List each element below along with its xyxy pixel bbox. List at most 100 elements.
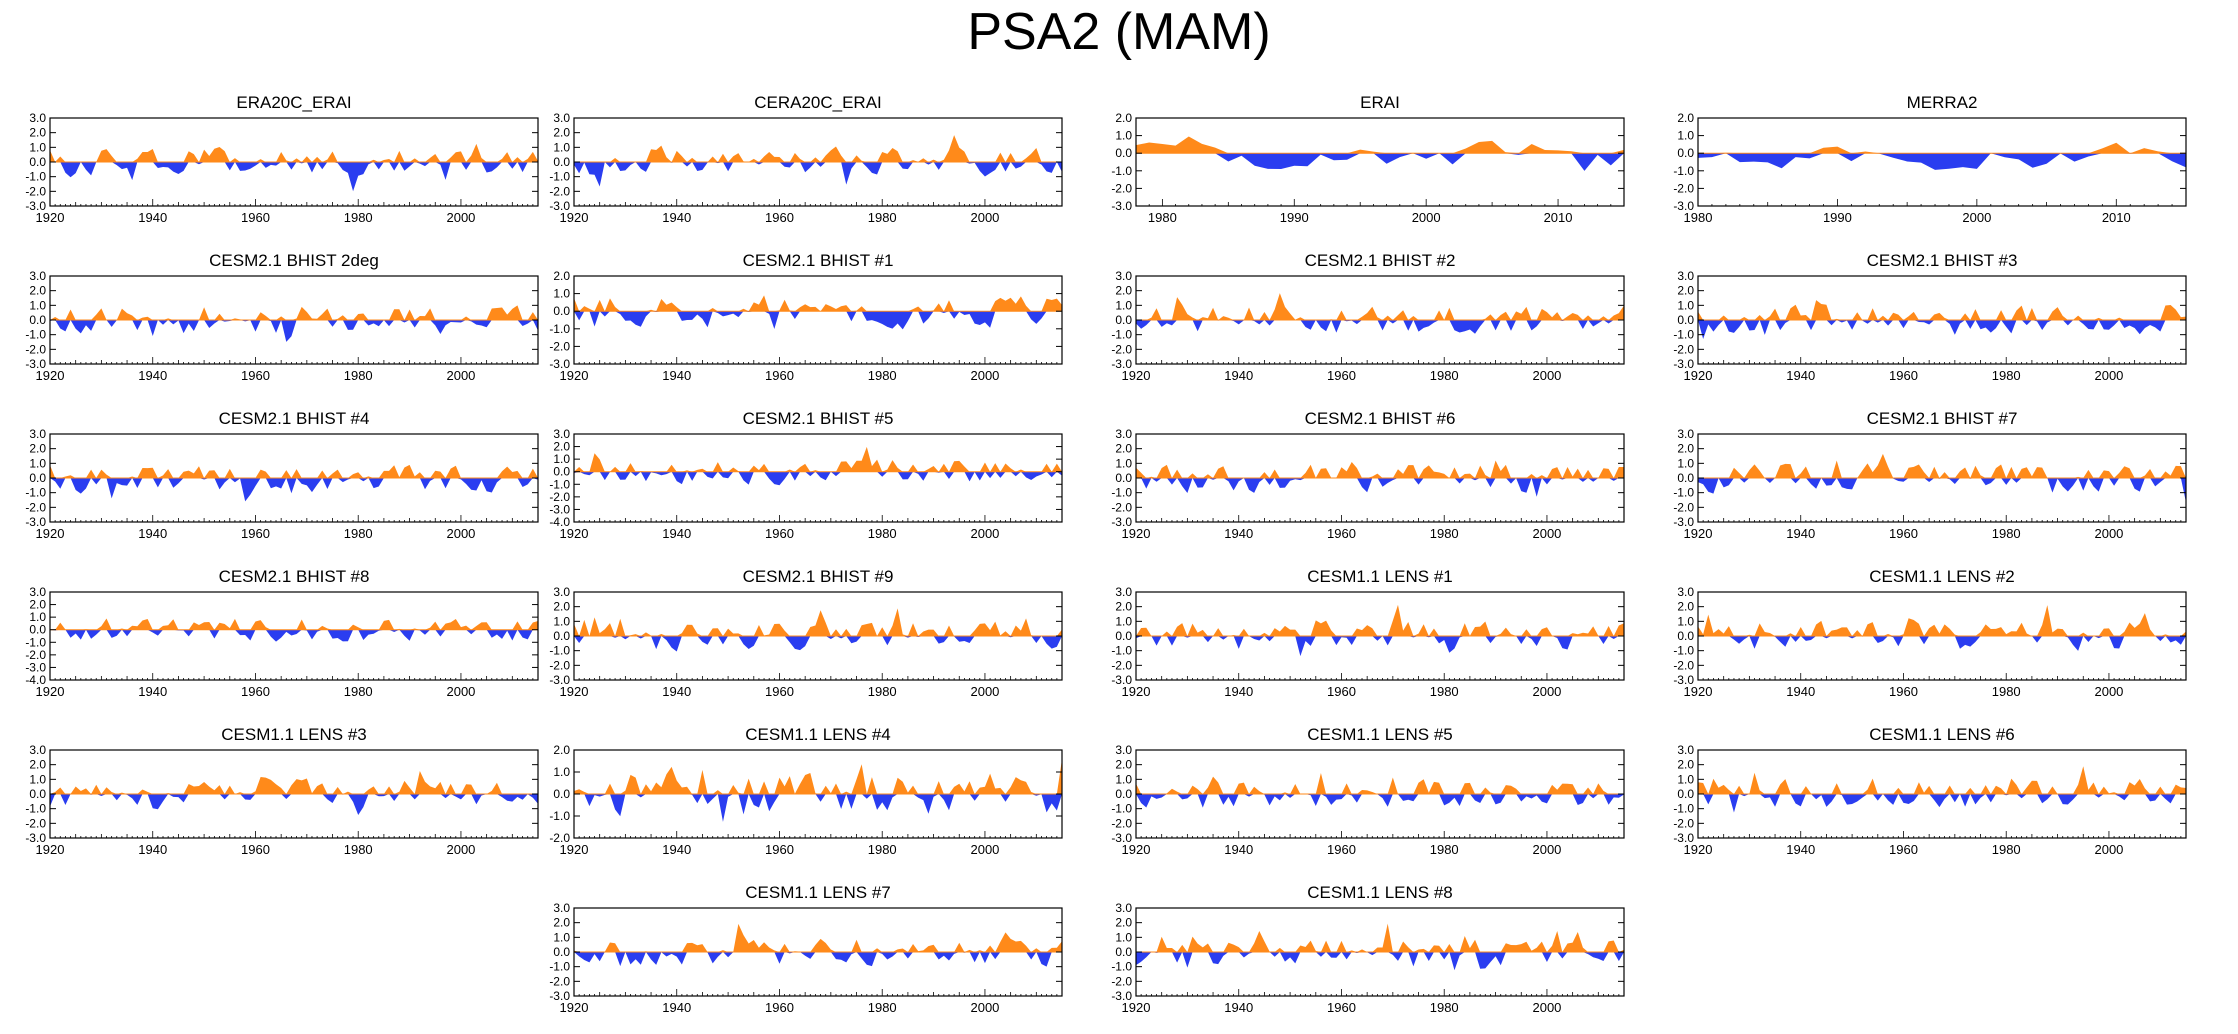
y-tick-label: -3.0: [1673, 673, 1694, 687]
x-tick-label: 2000: [1532, 1000, 1561, 1015]
y-tick-label: -3.0: [549, 502, 570, 516]
panel-title: CESM1.1 LENS #7: [745, 883, 891, 902]
series-positive-area: [50, 464, 538, 478]
y-tick-label: -3.0: [1111, 515, 1132, 529]
y-tick-label: 1.0: [29, 772, 46, 786]
series-negative-area: [1136, 153, 1624, 171]
series-positive-area: [1136, 772, 1624, 794]
series-negative-area: [50, 162, 538, 192]
series-negative-area: [1698, 320, 2186, 340]
x-tick-label: 2000: [1532, 368, 1561, 383]
y-tick-label: 0.0: [29, 155, 46, 169]
y-tick-label: 1.0: [553, 287, 570, 301]
x-tick-label: 2000: [1532, 526, 1561, 541]
x-tick-label: 1940: [1786, 526, 1815, 541]
x-tick-label: 2000: [1962, 210, 1991, 225]
x-tick-label: 1980: [344, 210, 373, 225]
y-tick-label: 0.0: [1115, 146, 1132, 160]
x-tick-label: 2000: [446, 842, 475, 857]
y-tick-label: -2.0: [549, 184, 570, 198]
plot-frame: [49, 591, 539, 681]
y-tick-label: 3.0: [1115, 269, 1132, 283]
x-tick-label: 1980: [1148, 210, 1177, 225]
x-tick-label: 1980: [868, 1000, 897, 1015]
panel-cesm1-1-lens-3: CESM1.1 LENS #3 3.0 2.0 1.0 0.0 -1.0 -2.0 -3.0 1…: [6, 724, 544, 858]
y-tick-label: 2.0: [1677, 442, 1694, 456]
series-negative-area: [574, 162, 1062, 187]
y-tick-label: -3.0: [549, 989, 570, 1003]
panel-cesm2-1-bhist-2: CESM2.1 BHIST #2 3.0 2.0 1.0 0.0 -1.0 -2.0 -3.0…: [1092, 250, 1630, 384]
series-negative-area: [1136, 478, 1624, 497]
series-negative-area: [1698, 636, 2186, 651]
x-tick-label: 1960: [241, 842, 270, 857]
y-tick-label: 1.0: [1115, 614, 1132, 628]
panel-title: CESM1.1 LENS #3: [221, 725, 367, 744]
x-tick-label: 1940: [662, 842, 691, 857]
y-tick-label: 0.0: [553, 155, 570, 169]
series-negative-area: [574, 311, 1062, 330]
y-tick-label: 2.0: [1677, 284, 1694, 298]
y-tick-label: 0.0: [553, 304, 570, 318]
x-tick-label: 1960: [1327, 526, 1356, 541]
y-tick-label: 3.0: [29, 585, 46, 599]
panel-title: CESM2.1 BHIST #1: [742, 251, 894, 270]
panel-cesm2-1-bhist-7: CESM2.1 BHIST #7 3.0 2.0 1.0 0.0 -1.0 -2.0 -3.0…: [1654, 408, 2192, 542]
x-tick-label: 2000: [970, 684, 999, 699]
x-tick-label: 1940: [662, 368, 691, 383]
x-tick-label: 1960: [1327, 368, 1356, 383]
y-tick-label: -2.0: [549, 831, 570, 845]
series-positive-area: [574, 446, 1062, 472]
x-tick-label: 1960: [241, 368, 270, 383]
y-tick-label: -1.0: [25, 170, 46, 184]
y-tick-label: -1.0: [1111, 960, 1132, 974]
x-tick-label: 1940: [662, 684, 691, 699]
x-tick-label: 1980: [1992, 526, 2021, 541]
x-tick-label: 1990: [1280, 210, 1309, 225]
x-tick-label: 1980: [344, 526, 373, 541]
y-tick-label: -2.0: [25, 500, 46, 514]
y-tick-label: 2.0: [1115, 916, 1132, 930]
x-tick-label: 1960: [1327, 1000, 1356, 1015]
x-tick-label: 1920: [560, 526, 589, 541]
x-tick-label: 1920: [560, 368, 589, 383]
x-tick-label: 1940: [1224, 526, 1253, 541]
x-tick-label: 1960: [1889, 526, 1918, 541]
y-tick-label: -2.0: [1111, 181, 1132, 195]
x-tick-label: 1980: [868, 368, 897, 383]
series-positive-area: [1698, 453, 2186, 478]
x-tick-label: 1980: [1430, 526, 1459, 541]
x-tick-label: 1980: [868, 684, 897, 699]
y-tick-label: -2.0: [1673, 816, 1694, 830]
x-tick-label: 1920: [36, 684, 65, 699]
plot-frame: [1697, 117, 2187, 207]
y-tick-label: -3.0: [549, 199, 570, 213]
panel-cesm1-1-lens-2: CESM1.1 LENS #2 3.0 2.0 1.0 0.0 -1.0 -2.0 -3.0 1…: [1654, 566, 2192, 700]
y-tick-label: -2.0: [1111, 974, 1132, 988]
y-tick-label: -4.0: [549, 515, 570, 529]
panel-title: CESM1.1 LENS #6: [1869, 725, 2015, 744]
y-tick-label: -1.0: [549, 322, 570, 336]
y-tick-label: -2.0: [25, 816, 46, 830]
y-tick-label: 2.0: [553, 269, 570, 283]
y-tick-label: -2.0: [25, 342, 46, 356]
x-tick-label: 2010: [1544, 210, 1573, 225]
y-tick-label: 1.0: [29, 298, 46, 312]
y-tick-label: -1.0: [549, 960, 570, 974]
y-tick-label: -3.0: [1673, 199, 1694, 213]
y-tick-label: 2.0: [29, 284, 46, 298]
x-tick-label: 1960: [765, 1000, 794, 1015]
y-tick-label: -2.0: [549, 974, 570, 988]
panel-title: CESM1.1 LENS #5: [1307, 725, 1453, 744]
series-negative-area: [1136, 794, 1624, 808]
series-negative-area: [50, 320, 538, 342]
panel-era20c-erai: ERA20C_ERAI 3.0 2.0 1.0 0.0 -1.0 -2.0 -3.0 1920 1…: [6, 92, 544, 226]
series-positive-area: [1136, 293, 1624, 320]
panel-title: CESM1.1 LENS #4: [745, 725, 891, 744]
y-tick-label: 3.0: [1115, 427, 1132, 441]
series-positive-area: [50, 618, 538, 630]
